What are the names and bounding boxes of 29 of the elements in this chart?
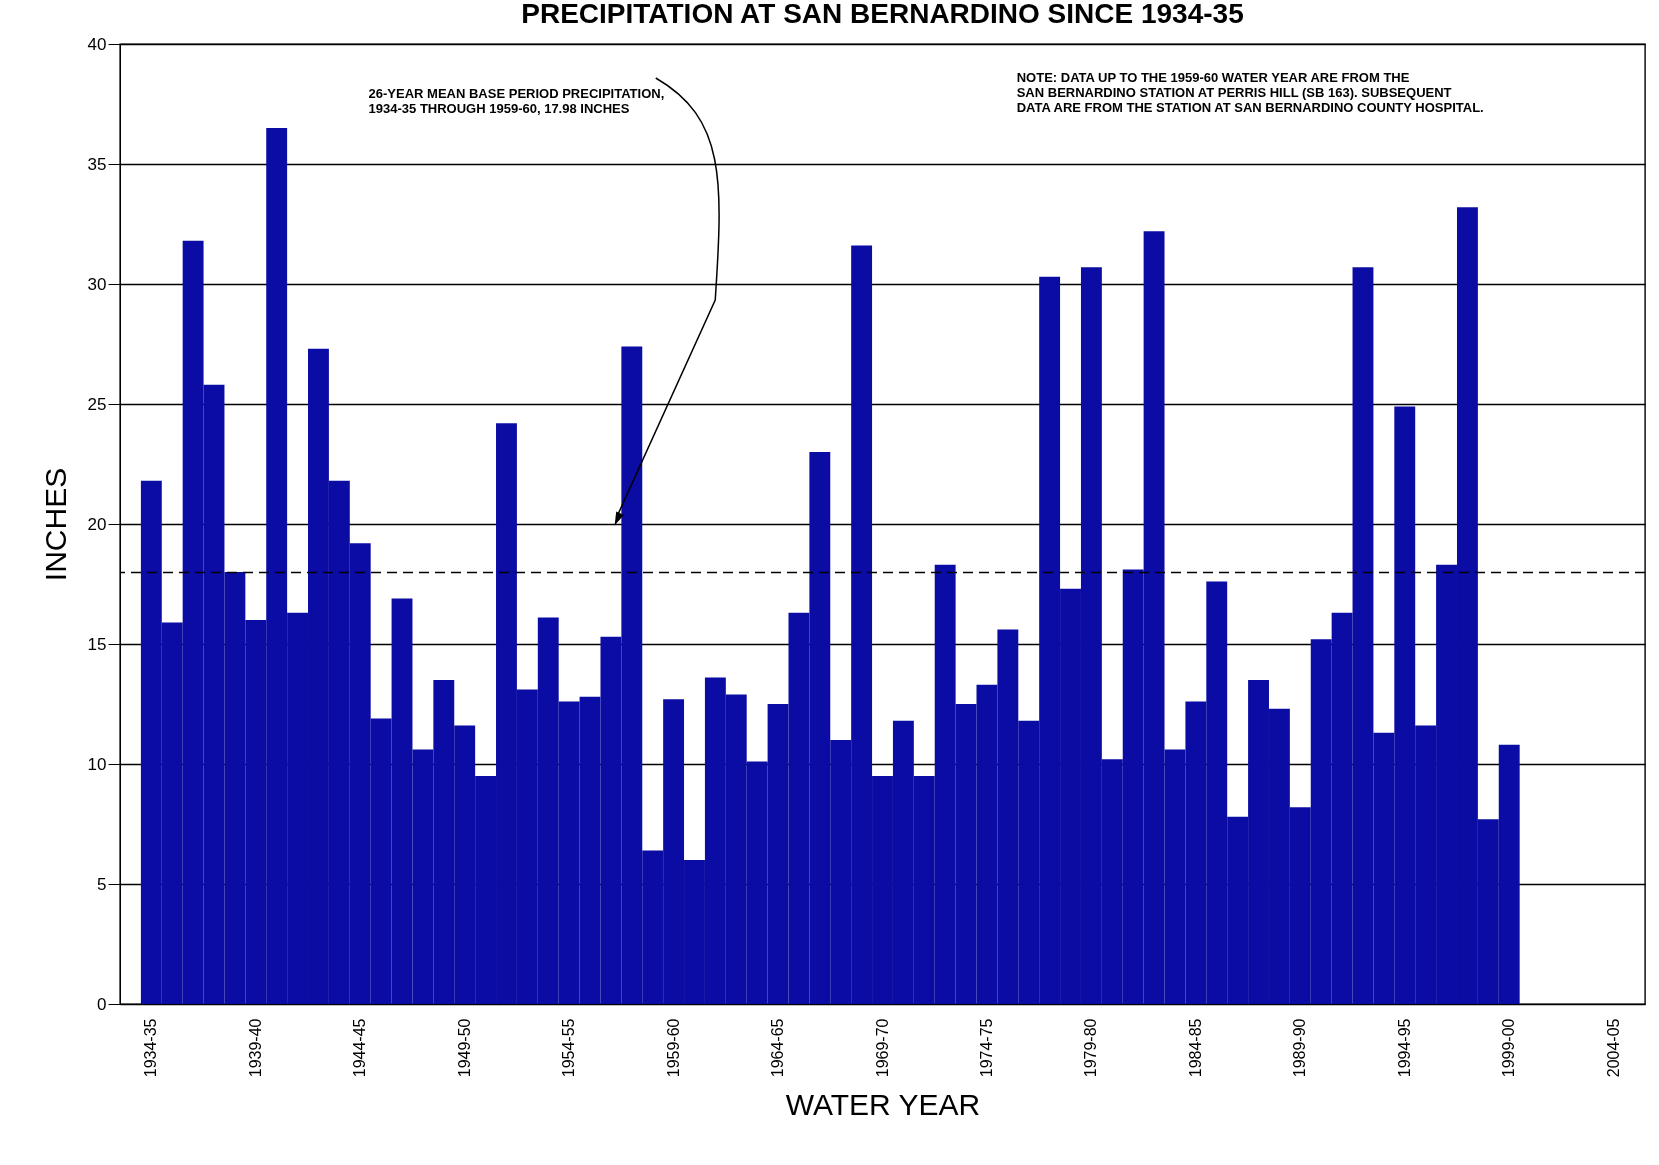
x-axis-title: WATER YEAR [785,1088,981,1122]
x-tick-label: 1959-60 [664,1018,682,1078]
y-tick-label: 30 [87,274,107,294]
y-tick-label: 15 [87,634,107,654]
x-tick-label: 2004-05 [1604,1018,1622,1078]
x-tick-label: 1964-65 [769,1018,787,1078]
annotation: NOTE: DATA UP TO THE 1959-60 WATER YEAR ARE FROM THE SAN BERNARDINO STATION AT PERRIS HILL (SB 163). SUBSEQUENT DATA ARE FROM THE STATION AT SAN BERNARDINO COUNTY HOSPITAL. [1016,70,1484,115]
x-tick-label: 1984-85 [1186,1018,1204,1078]
x-tick-label: 1999-00 [1500,1018,1518,1078]
x-tick-label: 1989-90 [1291,1018,1309,1078]
y-tick-label: 0 [97,994,107,1014]
y-tick-label: 20 [87,514,107,534]
ref-line-label: 26-YEAR MEAN BASE PERIOD PRECIPITATION, 1934-35 THROUGH 1959-60, 17.98 INCHES [368,86,665,116]
x-tick-label: 1939-40 [246,1018,264,1078]
x-tick-label: 1979-80 [1082,1018,1100,1078]
y-tick-label: 25 [87,394,107,414]
x-tick-label: 1954-55 [560,1018,578,1078]
y-axis-title: INCHES [38,467,72,582]
x-tick-label: 1994-95 [1395,1018,1413,1078]
x-tick-label: 1969-70 [873,1018,891,1078]
y-tick-label: 10 [87,754,107,774]
y-tick-label: 5 [97,874,107,894]
x-tick-label: 1944-45 [351,1018,369,1078]
x-tick-label: 1974-75 [977,1018,995,1078]
x-tick-label: 1949-50 [455,1018,473,1078]
y-tick-label: 40 [87,34,107,54]
y-tick-label: 35 [87,154,107,174]
x-tick-label: 1934-35 [142,1018,160,1078]
chart-title: PRECIPITATION AT SAN BERNARDINO SINCE 1934-35 [521,0,1244,29]
